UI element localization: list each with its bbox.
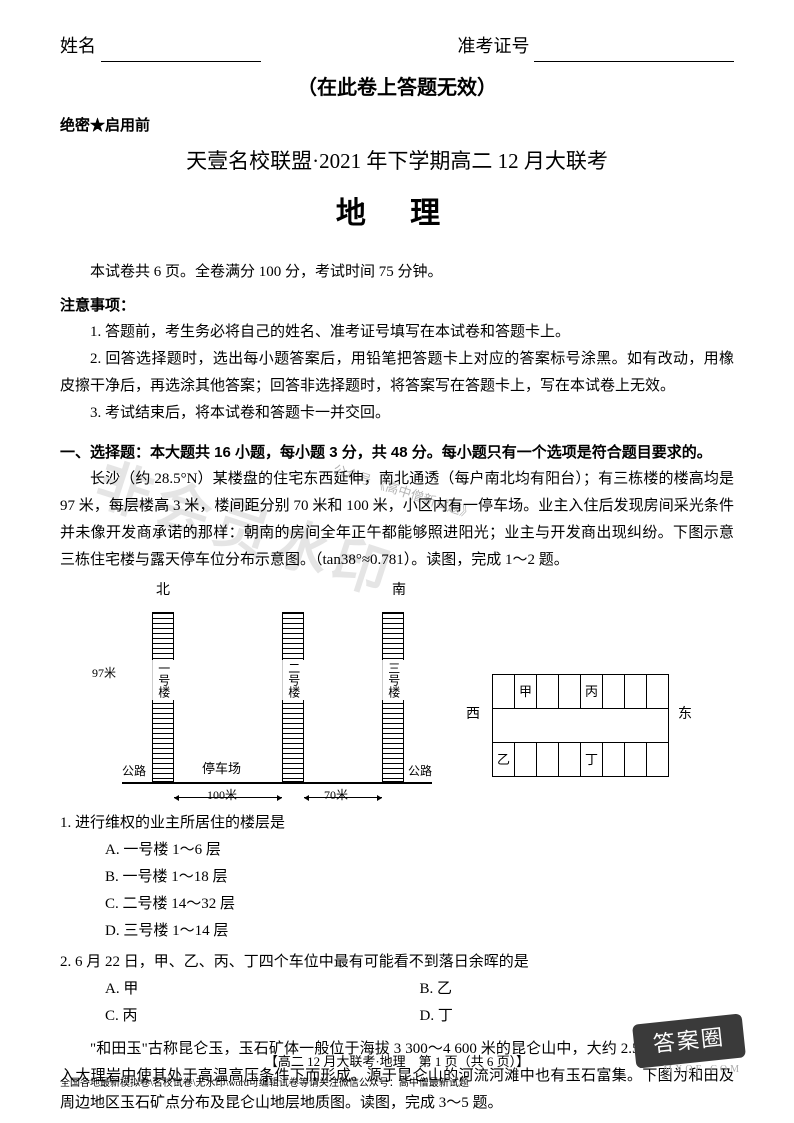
building-2: 二号楼 <box>282 612 304 782</box>
parking-label: 停车场 <box>202 757 241 780</box>
name-label: 姓名 <box>60 36 96 56</box>
building-3: 三号楼 <box>382 612 404 782</box>
q1-stem: 1. 进行维权的业主所居住的楼层是 <box>60 810 734 837</box>
building-1: 一号楼 <box>152 612 174 782</box>
footer-small: 全国各地最新模拟卷\名校试卷\无水印\word可编辑试卷等请关注微信公众号：高中… <box>60 1075 469 1093</box>
note-1: 1. 答题前，考生务必将自己的姓名、准考证号填写在本试卷和答题卡上。 <box>60 319 734 346</box>
q2-opt-b: B. 乙 <box>420 976 735 1003</box>
buildings-diagram: 北 南 97米 一号楼 二号楼 三号楼 公路 停车场 公路 100米 70米 <box>92 584 432 804</box>
note-2: 2. 回答选择题时，选出每小题答案后，用铅笔把答题卡上对应的答案标号涂黑。如有改… <box>60 346 734 400</box>
q1-opt-a: A. 一号楼 1～6 层 <box>105 837 734 864</box>
cell-ding: 丁 <box>581 743 603 777</box>
notes-title: 注意事项： <box>60 292 734 319</box>
name-blank <box>101 41 261 63</box>
exam-title: 天壹名校联盟·2021 年下学期高二 12 月大联考 <box>60 143 734 181</box>
q2-row1: A. 甲 B. 乙 <box>60 976 734 1003</box>
height-label: 97米 <box>92 663 116 685</box>
west-label: 西 <box>466 702 480 727</box>
intro-line: 本试卷共 6 页。全卷满分 100 分，考试时间 75 分钟。 <box>60 259 734 286</box>
secret-line: 绝密★启用前 <box>60 112 734 139</box>
header-name-id: 姓名 准考证号 <box>60 30 734 62</box>
q2-opt-c: C. 丙 <box>105 1003 420 1030</box>
south-label: 南 <box>392 578 406 603</box>
q1-opt-d: D. 三号楼 1～14 层 <box>105 918 734 945</box>
dim-1-text: 100米 <box>207 785 237 807</box>
diagram-container: 北 南 97米 一号楼 二号楼 三号楼 公路 停车场 公路 100米 70米 西… <box>60 584 734 804</box>
building-3-label: 三号楼 <box>382 660 404 700</box>
q1-opt-b: B. 一号楼 1～18 层 <box>105 864 734 891</box>
building-2-label: 二号楼 <box>282 660 304 700</box>
no-effect-notice: （在此卷上答题无效） <box>60 70 734 106</box>
q1-options: A. 一号楼 1～6 层 B. 一号楼 1～18 层 C. 二号楼 14～32 … <box>60 837 734 945</box>
north-label: 北 <box>156 578 170 603</box>
ground-line <box>122 782 432 784</box>
road-left: 公路 <box>122 761 146 783</box>
answer-stamp-sub: MXQE.COM <box>663 1061 742 1079</box>
q2-opt-a: A. 甲 <box>105 976 420 1003</box>
cell-jia: 甲 <box>515 675 537 709</box>
section1-passage: 长沙（约 28.5°N）某楼盘的住宅东西延伸，南北通透（每户南北均有阳台）；有三… <box>60 466 734 574</box>
note-3: 3. 考试结束后，将本试卷和答题卡一并交回。 <box>60 400 734 427</box>
section1-title: 一、选择题：本大题共 16 小题，每小题 3 分，共 48 分。每小题只有一个选… <box>60 439 734 466</box>
road-right: 公路 <box>408 761 432 783</box>
q1-opt-c: C. 二号楼 14～32 层 <box>105 891 734 918</box>
east-label: 东 <box>678 702 692 727</box>
parking-grid-diagram: 西 东 甲 丙 乙 丁 <box>462 654 702 774</box>
id-label: 准考证号 <box>458 36 530 56</box>
q2-stem: 2. 6 月 22 日，甲、乙、丙、丁四个车位中最有可能看不到落日余晖的是 <box>60 949 734 976</box>
dim-2-text: 70米 <box>324 785 348 807</box>
parking-table: 甲 丙 乙 丁 <box>492 674 669 777</box>
cell-yi: 乙 <box>493 743 515 777</box>
id-blank <box>534 41 734 63</box>
building-1-label: 一号楼 <box>152 660 174 700</box>
subject-title: 地 理 <box>60 187 734 241</box>
cell-bing: 丙 <box>581 675 603 709</box>
